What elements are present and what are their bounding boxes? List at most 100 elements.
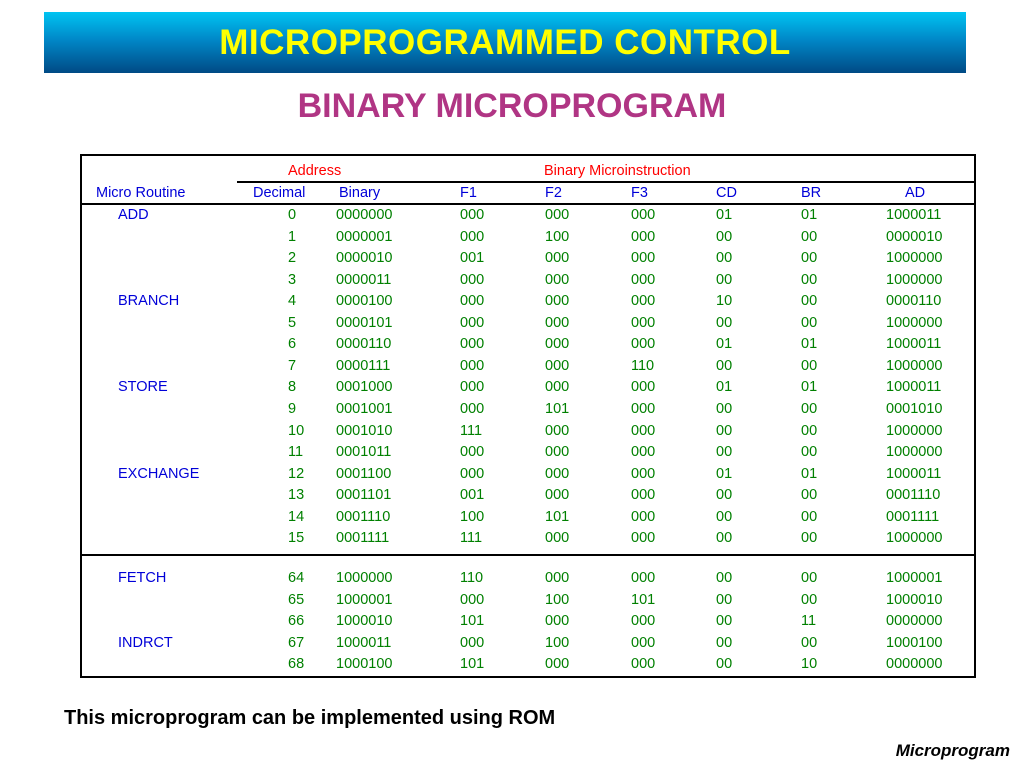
cell-f3: 000 xyxy=(631,444,656,461)
cell-f1: 000 xyxy=(460,379,485,396)
cell-decimal: 68 xyxy=(288,656,305,673)
cell-f2: 101 xyxy=(545,401,570,417)
cell-binary: 0001000 xyxy=(336,379,393,396)
column-header-cd: CD xyxy=(716,185,737,201)
cell-decimal: 8 xyxy=(288,379,297,396)
cell-ad: 0000000 xyxy=(886,656,943,673)
cell-f1: 000 xyxy=(460,465,485,482)
cell-cd: 00 xyxy=(716,401,733,417)
cell-f1: 001 xyxy=(460,487,485,504)
cell-f1: 111 xyxy=(460,530,483,547)
cell-cd: 00 xyxy=(716,570,733,586)
page-subtitle: BINARY MICROPROGRAM xyxy=(297,87,727,125)
cell-f1: 000 xyxy=(460,634,485,651)
cell-br: 00 xyxy=(801,530,818,547)
cell-f1: 000 xyxy=(460,401,485,417)
cell-binary: 1000001 xyxy=(336,591,393,608)
cell-cd: 00 xyxy=(716,634,733,651)
cell-br: 00 xyxy=(801,508,818,525)
cell-ad: 1000000 xyxy=(886,271,943,288)
section-divider xyxy=(82,554,974,556)
cell-decimal: 1 xyxy=(288,228,297,245)
cell-f3: 000 xyxy=(631,336,656,353)
cell-ad: 1000001 xyxy=(886,570,943,586)
cell-f1: 000 xyxy=(460,271,485,288)
cell-cd: 00 xyxy=(716,271,733,288)
cell-f3: 101 xyxy=(631,591,656,608)
cell-cd: 00 xyxy=(716,444,733,461)
cell-f3: 000 xyxy=(631,401,656,417)
cell-decimal: 2 xyxy=(288,250,297,267)
cell-binary: 0000010 xyxy=(336,250,393,267)
rom-note: This microprogram can be implemented usi… xyxy=(64,707,556,729)
column-header-f1: F1 xyxy=(460,185,477,201)
cell-f3: 000 xyxy=(631,207,656,223)
cell-f3: 000 xyxy=(631,314,656,331)
cell-ad: 0001010 xyxy=(886,401,943,417)
cell-f1: 101 xyxy=(460,613,485,630)
cell-f2: 000 xyxy=(545,379,570,396)
cell-br: 00 xyxy=(801,250,818,267)
cell-br: 10 xyxy=(801,656,818,673)
address-group-header: Address xyxy=(288,163,342,179)
cell-br: 00 xyxy=(801,570,818,586)
column-header-f2: F2 xyxy=(545,185,562,201)
cell-decimal: 15 xyxy=(288,530,305,547)
cell-binary: 0001110 xyxy=(336,508,391,525)
cell-binary: 0000100 xyxy=(336,293,393,310)
cell-f2: 000 xyxy=(545,250,570,267)
cell-f2: 101 xyxy=(545,508,570,525)
cell-f2: 100 xyxy=(545,634,570,651)
column-header-decimal: Decimal xyxy=(253,185,306,201)
cell-f1: 110 xyxy=(460,570,484,586)
cell-cd: 00 xyxy=(716,508,733,525)
cell-br: 01 xyxy=(801,207,818,223)
cell-cd: 01 xyxy=(716,207,733,223)
cell-br: 01 xyxy=(801,379,818,396)
cell-cd: 00 xyxy=(716,314,733,331)
title-banner: MICROPROGRAMMED CONTROL xyxy=(44,12,966,73)
cell-br: 00 xyxy=(801,422,818,439)
cell-br: 01 xyxy=(801,465,818,482)
cell-ad: 0001110 xyxy=(886,487,941,504)
cell-binary: 0000000 xyxy=(336,207,393,223)
cell-f2: 000 xyxy=(545,444,570,461)
cell-decimal: 0 xyxy=(288,207,297,223)
cell-br: 00 xyxy=(801,271,818,288)
cell-f3: 000 xyxy=(631,530,656,547)
cell-f1: 000 xyxy=(460,591,485,608)
cell-cd: 01 xyxy=(716,336,733,353)
cell-f2: 000 xyxy=(545,336,570,353)
cell-f3: 000 xyxy=(631,271,656,288)
column-header-micro-routine: Micro Routine xyxy=(96,185,186,201)
cell-f3: 000 xyxy=(631,656,656,673)
cell-decimal: 67 xyxy=(288,634,305,651)
cell-br: 00 xyxy=(801,487,818,504)
cell-f3: 000 xyxy=(631,465,656,482)
cell-f1: 000 xyxy=(460,228,485,245)
cell-cd: 00 xyxy=(716,613,733,630)
cell-decimal: 64 xyxy=(288,570,305,586)
cell-f1: 000 xyxy=(460,357,485,374)
cell-cd: 01 xyxy=(716,465,733,482)
cell-decimal: 9 xyxy=(288,401,297,417)
cell-br: 00 xyxy=(801,634,818,651)
cell-decimal: 6 xyxy=(288,336,297,353)
cell-f3: 000 xyxy=(631,422,656,439)
cell-binary: 1000011 xyxy=(336,634,392,651)
cell-ad: 1000000 xyxy=(886,422,943,439)
cell-decimal: 14 xyxy=(288,508,305,525)
cell-f2: 000 xyxy=(545,613,570,630)
cell-f3: 110 xyxy=(631,357,655,374)
cell-ad: 1000000 xyxy=(886,357,943,374)
cell-f1: 000 xyxy=(460,207,485,223)
cell-ad: 1000000 xyxy=(886,444,943,461)
cell-f1: 000 xyxy=(460,314,485,331)
header-divider-upper xyxy=(237,181,974,183)
cell-ad: 0000110 xyxy=(886,293,942,310)
cell-br: 00 xyxy=(801,228,818,245)
cell-f2: 000 xyxy=(545,487,570,504)
cell-routine: INDRCT xyxy=(118,634,173,651)
cell-f1: 100 xyxy=(460,508,485,525)
cell-routine: FETCH xyxy=(118,570,167,586)
